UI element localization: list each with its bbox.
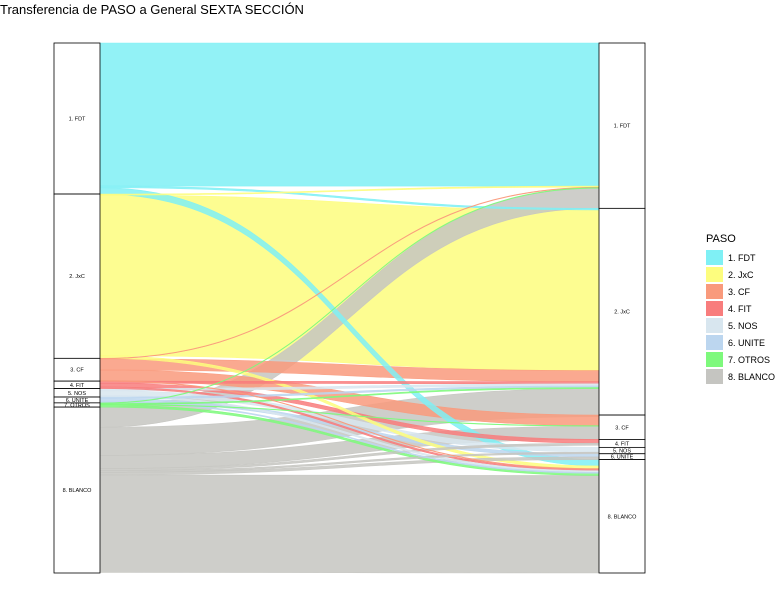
legend-item: 6. UNITE (706, 334, 775, 351)
left-node-label: 3. CF (70, 368, 84, 374)
legend-key (706, 301, 723, 316)
legend-key (706, 250, 723, 265)
right-node-label: 2. JxC (614, 310, 630, 316)
legend-label: 2. JxC (728, 269, 754, 280)
legend-label: 8. BLANCO (728, 371, 775, 382)
chart-title: Transferencia de PASO a General SEXTA SE… (0, 2, 304, 17)
flow-band (99, 380, 600, 385)
right-node-label: 6. UNITE (611, 455, 634, 461)
right-node-label: 4. FIT (615, 441, 630, 447)
left-node-label: 1. FDT (69, 117, 86, 123)
right-node-label: 5. NOS (613, 449, 631, 455)
right-node (598, 42, 646, 209)
legend-item: 5. NOS (706, 317, 775, 334)
legend-label: 7. OTROS (728, 354, 771, 365)
legend: PASO 1. FDT 2. JxC 3. CF 4. FIT 5. NOS 6. UNI… (706, 233, 775, 385)
legend-key (706, 267, 723, 282)
legend-key (706, 369, 723, 384)
right-node (598, 414, 646, 440)
legend-item: 3. CF (706, 283, 775, 300)
right-node-label: 8. BLANCO (608, 514, 637, 520)
right-node-label: 3. CF (615, 425, 629, 431)
legend-label: 6. UNITE (728, 337, 766, 348)
right-node (598, 207, 646, 416)
legend-item: 8. BLANCO (706, 368, 775, 385)
left-node-label: 5. NOS (68, 391, 86, 397)
legend-item: 1. FDT (706, 249, 775, 266)
legend-label: 3. CF (728, 286, 751, 297)
legend-label: 1. FDT (728, 252, 756, 263)
right-node (598, 459, 646, 574)
flow-band (99, 194, 600, 371)
legend-key (706, 318, 723, 333)
legend-items: 1. FDT 2. JxC 3. CF 4. FIT 5. NOS 6. UNITE 7. … (706, 249, 775, 385)
left-node-label: 6. UNITE (66, 398, 89, 404)
left-node (53, 406, 101, 574)
legend-label: 4. FIT (728, 303, 752, 314)
legend-item: 7. OTROS (706, 351, 775, 368)
legend-key (706, 335, 723, 350)
flow-band (99, 42, 600, 187)
left-node-label: 8. BLANCO (63, 488, 92, 494)
legend-key (706, 284, 723, 299)
left-node-label: 7. OTROS (64, 403, 90, 409)
legend-item: 4. FIT (706, 300, 775, 317)
legend-label: 5. NOS (728, 320, 758, 331)
flows-layer (99, 42, 600, 574)
left-node (53, 193, 101, 359)
legend-title: PASO (706, 233, 736, 245)
right-node-label: 1. FDT (614, 124, 631, 130)
flow-band (99, 474, 600, 574)
legend-key (706, 352, 723, 367)
legend-item: 2. JxC (706, 266, 775, 283)
left-node-label: 2. JxC (69, 274, 85, 280)
left-node (53, 42, 101, 195)
left-node-label: 4. FIT (70, 383, 85, 389)
